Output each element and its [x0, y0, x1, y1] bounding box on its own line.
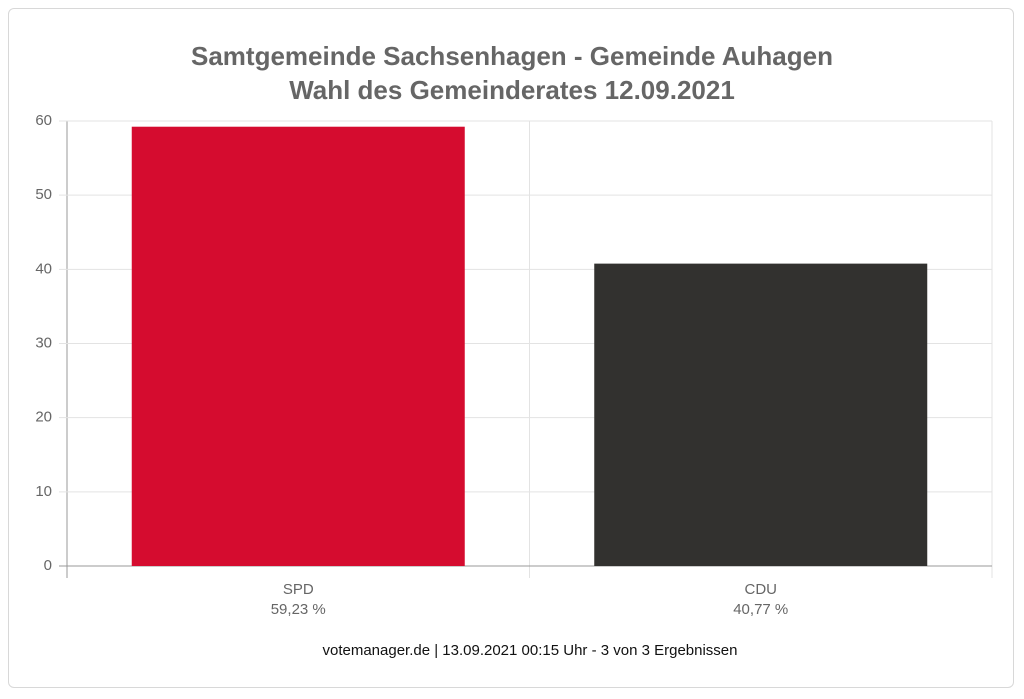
y-tick-label: 60	[35, 112, 52, 129]
chart-subtitle: Wahl des Gemeinderates 12.09.2021	[289, 75, 735, 105]
y-tick-label: 20	[35, 409, 52, 426]
y-tick-label: 10	[35, 483, 52, 500]
chart-card	[8, 8, 1014, 688]
value-label: 40,77 %	[733, 601, 788, 618]
y-tick-label: 0	[44, 557, 52, 574]
x-tick-label: CDU	[745, 581, 778, 598]
bar	[594, 263, 928, 566]
chart-title: Samtgemeinde Sachsenhagen - Gemeinde Auh…	[191, 41, 833, 71]
x-tick-label: SPD	[283, 581, 314, 598]
bar	[131, 126, 465, 567]
y-tick-label: 50	[35, 186, 52, 203]
value-label: 59,23 %	[271, 601, 326, 618]
y-tick-label: 40	[35, 260, 52, 277]
y-tick-label: 30	[35, 334, 52, 351]
footer: votemanager.de | 13.09.2021 00:15 Uhr - …	[322, 642, 737, 659]
